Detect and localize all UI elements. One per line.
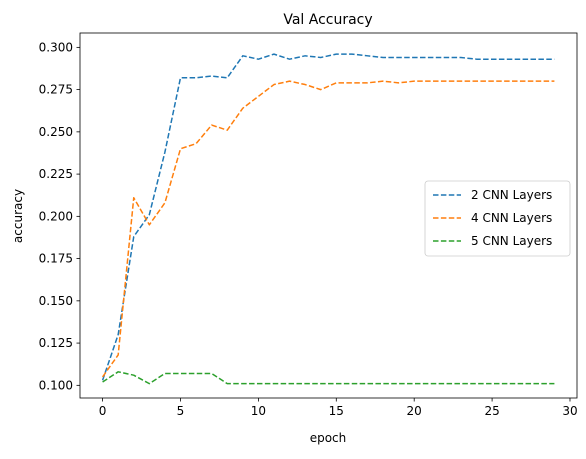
legend-box (424, 180, 571, 257)
x-tick-label: 30 (562, 404, 577, 418)
y-tick-label: 0.150 (39, 294, 73, 308)
series-line-2 (101, 80, 555, 378)
x-tick-label: 25 (484, 404, 499, 418)
y-tick-label: 0.125 (39, 336, 73, 350)
chart-title: Val Accuracy (283, 12, 372, 28)
y-tick-label: 0.200 (39, 209, 73, 223)
series-line-1 (101, 53, 555, 381)
x-tick-label: 20 (407, 404, 422, 418)
legend-label-3: 5 CNN Layers (471, 234, 552, 248)
legend-label-2: 4 CNN Layers (471, 211, 552, 225)
series-line-3 (102, 371, 555, 385)
y-tick-label: 0.275 (39, 83, 73, 97)
y-tick-label: 0.100 (39, 378, 73, 392)
axes-layer: 0 5 10 15 20 25 30 0.100 0.125 0.150 0.175 0.200 0.2… (39, 32, 578, 418)
x-tick-label: 5 (177, 404, 185, 418)
y-axis-label: accuracy (11, 189, 25, 243)
y-tick-label: 0.175 (39, 252, 73, 266)
x-tick-label: 15 (329, 404, 344, 418)
y-tick-label: 0.225 (39, 167, 73, 181)
legend: 2 CNN Layers 4 CNN Layers 5 CNN Layers (424, 180, 571, 257)
series-layer (101, 53, 555, 385)
y-tick-label: 0.250 (39, 125, 73, 139)
x-axis-label: epoch (310, 431, 347, 445)
plot-frame (79, 32, 578, 399)
x-tick-label: 0 (99, 404, 107, 418)
y-tick-label: 0.300 (39, 40, 73, 54)
legend-label-1: 2 CNN Layers (471, 188, 552, 202)
x-tick-label: 10 (251, 404, 266, 418)
